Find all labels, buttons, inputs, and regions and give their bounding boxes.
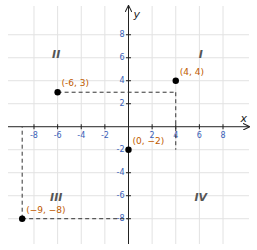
x-tick (223, 124, 224, 129)
quadrant-label: IV (194, 191, 208, 204)
y-tick-label: 4 (119, 76, 124, 85)
grid-line (199, 6, 200, 244)
grid-line (175, 6, 176, 244)
quadrant-label: I (199, 48, 203, 61)
point-label: (−9, −8) (26, 205, 65, 215)
x-tick-label: 8 (220, 131, 225, 140)
x-tick-label: -4 (77, 131, 85, 140)
quadrant-label: III (50, 191, 62, 204)
grid-line (8, 218, 249, 219)
grid-line (8, 57, 249, 58)
point (125, 147, 131, 153)
grid-line (81, 6, 82, 244)
y-tick (126, 34, 131, 35)
point (173, 78, 179, 84)
point (54, 89, 60, 95)
y-tick-label: 2 (119, 99, 124, 108)
chart: IIIIIIIVxy-8-6-4-22468-8-6-4-22468(4, 4)… (0, 0, 257, 250)
plot-area (19, 78, 179, 222)
point (19, 216, 25, 222)
grid-line (104, 6, 105, 244)
y-tick-label: -2 (117, 145, 125, 154)
point-label: (0, −2) (133, 136, 165, 146)
y-axis (128, 6, 129, 244)
grid-line (8, 34, 249, 35)
x-tick (33, 124, 34, 129)
point-label: (-6, 3) (62, 78, 89, 88)
x-tick-label: -6 (54, 131, 62, 140)
grid-line (8, 103, 249, 104)
point-label: (4, 4) (180, 67, 204, 77)
y-tick (126, 80, 131, 81)
guide-line (22, 218, 128, 219)
y-tick (126, 172, 131, 173)
y-tick-label: -4 (117, 168, 125, 177)
guide-line (175, 92, 176, 149)
grid-line (8, 172, 249, 173)
grid-line (152, 6, 153, 244)
y-tick (126, 195, 131, 196)
y-tick (126, 103, 131, 104)
quadrant-label: II (52, 48, 60, 61)
x-tick (152, 124, 153, 129)
x-tick (81, 124, 82, 129)
grid-line (223, 6, 224, 244)
x-tick-label: -2 (101, 131, 109, 140)
grid-line (8, 195, 249, 196)
x-tick (57, 124, 58, 129)
y-tick-label: -6 (117, 191, 125, 200)
y-tick (126, 57, 131, 58)
guide-line (58, 92, 176, 93)
x-tick-label: 6 (197, 131, 202, 140)
y-axis-label: y (133, 8, 141, 21)
x-tick (199, 124, 200, 129)
guide-line (22, 127, 23, 219)
x-tick (104, 124, 105, 129)
x-axis-label: x (239, 112, 247, 125)
grid-line (8, 80, 249, 81)
y-tick-label: 6 (119, 53, 124, 62)
y-tick-label: 8 (119, 30, 124, 39)
x-tick-label: -8 (30, 131, 38, 140)
